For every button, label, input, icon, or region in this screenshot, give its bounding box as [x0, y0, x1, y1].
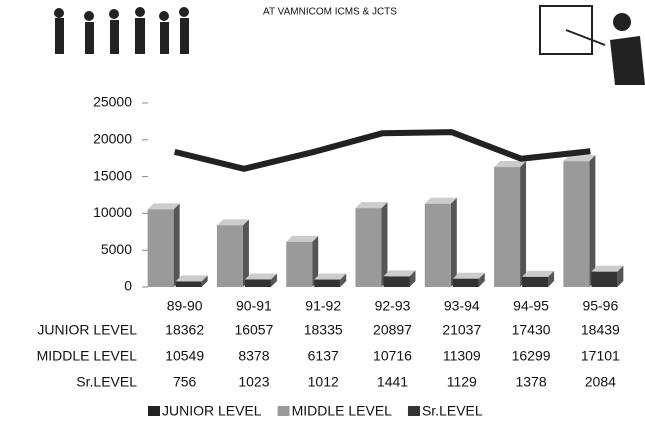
bar-top [355, 202, 388, 209]
table-value: 18362 [165, 322, 204, 338]
line-series [173, 129, 591, 172]
table-row-label: JUNIOR LEVEL [37, 322, 137, 338]
x-tick-label: 89-90 [167, 298, 203, 314]
x-tick-label: 92-93 [375, 298, 411, 314]
table-value: 2084 [585, 374, 616, 390]
table-value: 16299 [512, 348, 551, 364]
bar-side [270, 273, 277, 287]
bar [216, 225, 243, 287]
table-row-label: MIDDLE LEVEL [37, 348, 138, 364]
presenter-illustration [539, 5, 645, 85]
bar-side [312, 235, 319, 287]
table-row-label: Sr.LEVEL [76, 374, 137, 390]
bar-top [591, 265, 624, 272]
table-value: 1129 [447, 374, 477, 390]
bar-side [478, 272, 485, 287]
bar-top [563, 155, 596, 162]
legend-label: JUNIOR LEVEL [162, 403, 262, 419]
bar-top [522, 270, 555, 277]
bar [355, 208, 382, 287]
table-value: 17101 [581, 348, 620, 364]
y-tick-label: 0 [124, 278, 132, 294]
table-value: 16057 [234, 322, 273, 338]
bar-side [520, 161, 527, 287]
bar-side [242, 219, 249, 287]
y-tick-label: 5000 [101, 241, 132, 257]
bar-top [452, 272, 485, 279]
legend-label: MIDDLE LEVEL [292, 403, 393, 419]
table-value: 1012 [308, 374, 339, 390]
bar-side [450, 197, 457, 287]
bar-side [173, 203, 180, 287]
bar-top [216, 219, 249, 226]
table-value: 20897 [373, 322, 412, 338]
bar [563, 161, 590, 287]
x-tick-label: 94-95 [513, 298, 549, 314]
bar [286, 241, 313, 287]
bar-top [383, 270, 416, 277]
bar [494, 167, 521, 287]
bar-top [424, 197, 457, 204]
bar-side [589, 155, 596, 287]
bar-side [409, 270, 416, 287]
x-tick-label: 90-91 [236, 298, 272, 314]
legend-swatch [148, 406, 160, 416]
bar-side [340, 273, 347, 287]
bar-top [494, 161, 527, 168]
x-tick-label: 93-94 [444, 298, 480, 314]
x-tick-label: 95-96 [582, 298, 618, 314]
bar [424, 203, 451, 287]
people-illustration [54, 7, 189, 54]
bar-top [314, 273, 347, 280]
bar-side [617, 265, 624, 287]
table-value: 6137 [308, 348, 339, 364]
bar [147, 209, 174, 287]
bar-side [201, 275, 208, 287]
bar [591, 271, 618, 287]
table-value: 10716 [373, 348, 412, 364]
table-value: 756 [173, 374, 197, 390]
x-tick-label: 91-92 [305, 298, 341, 314]
table-value: 10549 [165, 348, 204, 364]
table-value: 11309 [443, 348, 481, 364]
bar [244, 279, 271, 287]
table-value: 17430 [512, 322, 551, 338]
table-value: 1378 [515, 374, 546, 390]
table-value: 1023 [238, 374, 269, 390]
y-tick-label: 15000 [93, 167, 132, 183]
legend-swatch [277, 406, 290, 416]
y-tick-label: 20000 [93, 131, 132, 147]
bar-side [381, 202, 388, 287]
legend-swatch [407, 406, 420, 416]
table-value: 18335 [304, 322, 343, 338]
bar-top [147, 203, 180, 210]
bar-top [286, 235, 319, 242]
bar [314, 279, 341, 287]
bar-top [175, 275, 208, 282]
bar-top [244, 273, 277, 280]
bar [452, 278, 479, 287]
table-value: 8378 [238, 348, 269, 364]
table-value: 1441 [377, 374, 408, 390]
bar-side [548, 270, 555, 287]
table-value: 21037 [442, 322, 481, 338]
y-tick-label: 25000 [93, 94, 132, 110]
bar [175, 281, 202, 287]
y-tick-label: 10000 [93, 204, 132, 220]
legend-label: Sr.LEVEL [422, 403, 483, 419]
bar [522, 276, 549, 287]
chart-title: AT VAMNICOM ICMS & JCTS [263, 7, 397, 18]
bar [383, 276, 410, 287]
table-value: 18439 [581, 322, 620, 338]
